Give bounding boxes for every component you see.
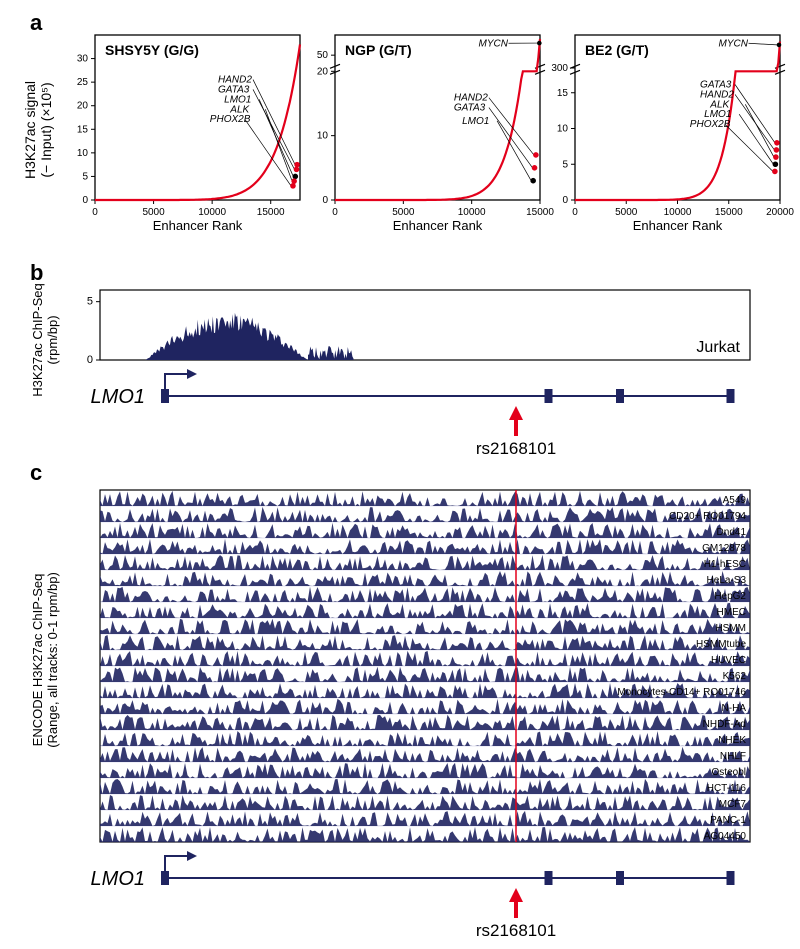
svg-text:GM12878: GM12878 [702, 543, 746, 554]
svg-text:Osteobl: Osteobl [712, 767, 746, 778]
svg-text:rs2168101: rs2168101 [476, 439, 556, 458]
svg-text:0: 0 [332, 207, 338, 218]
svg-text:300: 300 [551, 63, 568, 74]
svg-text:5: 5 [87, 296, 93, 308]
svg-text:b: b [30, 260, 43, 285]
svg-text:20000: 20000 [766, 207, 794, 218]
svg-text:10: 10 [557, 124, 569, 135]
svg-text:Enhancer Rank: Enhancer Rank [393, 218, 483, 233]
svg-text:CD20+ RO01794: CD20+ RO01794 [669, 511, 746, 522]
svg-text:rs2168101: rs2168101 [476, 921, 556, 940]
svg-text:HepG2: HepG2 [714, 591, 746, 602]
svg-text:15000: 15000 [715, 207, 743, 218]
svg-text:0: 0 [87, 354, 93, 366]
svg-text:MYCN: MYCN [719, 38, 749, 49]
svg-text:10000: 10000 [458, 207, 486, 218]
svg-text:15: 15 [77, 124, 89, 135]
svg-text:0: 0 [562, 195, 568, 206]
svg-text:5: 5 [562, 159, 568, 170]
svg-text:PHOX2B: PHOX2B [210, 114, 251, 125]
svg-text:HMEC: HMEC [717, 607, 746, 618]
svg-text:LMO1: LMO1 [91, 868, 145, 890]
svg-text:Enhancer Rank: Enhancer Rank [153, 218, 243, 233]
svg-text:LMO1: LMO1 [91, 386, 145, 408]
svg-text:HUVEC: HUVEC [711, 655, 746, 666]
svg-text:BE2 (G/T): BE2 (G/T) [585, 42, 649, 58]
svg-text:NHDF-Ad: NHDF-Ad [703, 719, 746, 730]
svg-text:HeLa-S3: HeLa-S3 [707, 575, 747, 586]
svg-text:LMO1: LMO1 [462, 116, 489, 127]
svg-text:20: 20 [317, 66, 329, 77]
svg-text:HSMM: HSMM [715, 623, 746, 634]
svg-text:HCT-116: HCT-116 [707, 783, 747, 794]
svg-text:ENCODE H3K27ac ChIP-Seq: ENCODE H3K27ac ChIP-Seq [30, 574, 45, 747]
svg-text:Monocytes-CD14+ RO01746: Monocytes-CD14+ RO01746 [617, 687, 746, 698]
svg-text:10: 10 [77, 148, 89, 159]
svg-text:0: 0 [82, 195, 88, 206]
svg-text:20: 20 [77, 101, 89, 112]
svg-text:H3K27ac signal: H3K27ac signal [22, 81, 38, 179]
svg-text:c: c [30, 460, 42, 485]
svg-text:0: 0 [322, 195, 328, 206]
svg-text:a: a [30, 10, 43, 35]
svg-text:10: 10 [317, 131, 329, 142]
svg-text:30: 30 [77, 54, 89, 65]
svg-text:NHEK: NHEK [718, 735, 746, 746]
svg-text:HSMMtube: HSMMtube [696, 639, 746, 650]
svg-text:Jurkat: Jurkat [696, 339, 740, 356]
svg-text:PHOX2B: PHOX2B [690, 119, 731, 130]
svg-text:NHLF: NHLF [720, 751, 746, 762]
svg-text:N-HA: N-HA [722, 703, 747, 714]
svg-text:0: 0 [572, 207, 578, 218]
svg-text:10000: 10000 [198, 207, 226, 218]
svg-text:(Range, all tracks: 0-1 rpm/bp: (Range, all tracks: 0-1 rpm/bp) [45, 572, 60, 748]
svg-text:(− Input) (×10⁵): (− Input) (×10⁵) [38, 82, 54, 177]
svg-text:MYCN: MYCN [479, 38, 509, 49]
svg-text:MCF7: MCF7 [719, 799, 747, 810]
svg-text:15: 15 [557, 88, 569, 99]
svg-text:K562: K562 [723, 671, 747, 682]
svg-text:10000: 10000 [664, 207, 692, 218]
svg-text:GATA3: GATA3 [454, 103, 486, 114]
svg-text:0: 0 [92, 207, 98, 218]
svg-text:25: 25 [77, 77, 89, 88]
svg-text:15000: 15000 [257, 207, 285, 218]
svg-text:50: 50 [317, 50, 329, 61]
svg-text:PANC-1: PANC-1 [710, 815, 746, 826]
svg-text:(rpm/bp): (rpm/bp) [45, 315, 60, 364]
svg-text:15000: 15000 [526, 207, 554, 218]
svg-text:Dnd41: Dnd41 [717, 527, 747, 538]
svg-text:5000: 5000 [615, 207, 638, 218]
svg-text:SHSY5Y (G/G): SHSY5Y (G/G) [105, 42, 199, 58]
svg-text:NGP (G/T): NGP (G/T) [345, 42, 412, 58]
svg-text:H3K27ac ChIP-Seq: H3K27ac ChIP-Seq [30, 283, 45, 396]
svg-text:H1-hESC: H1-hESC [704, 559, 746, 570]
svg-text:AG04450: AG04450 [704, 831, 747, 842]
svg-text:5000: 5000 [142, 207, 165, 218]
svg-text:5000: 5000 [392, 207, 415, 218]
figure: a H3K27ac signal(− Input) (×10⁵) SHSY5Y (G… [0, 0, 800, 949]
svg-text:A549: A549 [723, 495, 747, 506]
svg-text:Enhancer Rank: Enhancer Rank [633, 218, 723, 233]
svg-text:5: 5 [82, 171, 88, 182]
